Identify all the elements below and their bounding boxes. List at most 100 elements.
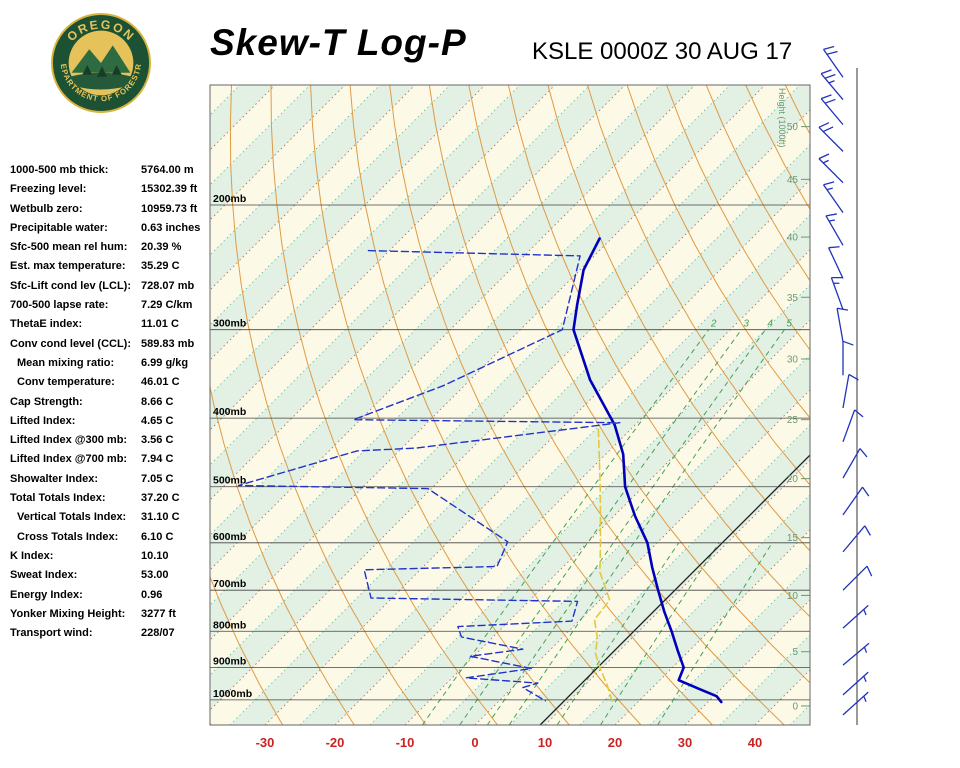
isotherm-line [0, 85, 205, 725]
station-id: KSLE 0000Z 30 AUG 17 [532, 38, 793, 65]
pressure-label: 900mb [213, 655, 246, 667]
index-value: 728.07 mb [141, 279, 195, 292]
index-value: 31.10 C [141, 511, 180, 524]
pressure-label: 800mb [213, 619, 246, 631]
mixing-ratio-label: 5 [786, 319, 792, 330]
index-row: Lifted Index: 4.65 C [10, 415, 210, 434]
dry-adiabat-line [507, 85, 810, 618]
index-label: Freezing level: [10, 183, 87, 196]
index-row: Wetbulb zero: 10959.73 ft [10, 203, 210, 222]
index-label: ThetaE index: [10, 318, 83, 331]
wind-barb-icon [842, 409, 864, 443]
index-row: Showalter Index: 7.05 C [10, 473, 210, 492]
height-tick-label: 45 [787, 175, 799, 186]
wind-barb-icon [842, 565, 873, 591]
dry-adiabat-line [428, 85, 785, 725]
wind-barb-icon [842, 642, 870, 666]
mixing-ratio-label: 2 [710, 319, 717, 330]
dry-adiabat-line [587, 85, 810, 486]
dry-adiabat-line [784, 85, 810, 135]
wind-barb-icon [820, 94, 844, 126]
index-row: Cross Totals Index: 6.10 C [10, 531, 210, 550]
dry-adiabat-line [270, 85, 498, 725]
index-row: Total Totals Index: 37.20 C [10, 492, 210, 511]
index-value: 6.99 g/kg [141, 356, 189, 369]
dry-adiabat-line [468, 85, 810, 684]
dewpoint-trace [237, 249, 621, 702]
pressure-label: 1000mb [213, 688, 252, 700]
index-value: 37.20 C [141, 492, 180, 505]
height-tick-label: 10 [787, 591, 799, 602]
index-value: 11.01 C [141, 318, 179, 331]
index-value: 3.56 C [141, 434, 174, 447]
temp-tick-label: 40 [748, 735, 762, 750]
dry-adiabat-line [389, 85, 713, 725]
index-row: Lifted Index @700 mb: 7.94 C [10, 453, 210, 472]
wind-barb-icon [842, 448, 868, 479]
logo-forest-icon [69, 72, 133, 90]
index-value: 6.10 C [141, 530, 174, 543]
isotherm-band [860, 85, 960, 725]
index-label: Lifted Index @300 mb: [10, 434, 128, 447]
sounding-traces [237, 237, 723, 706]
index-value: 0.96 [141, 588, 163, 601]
index-value: 7.05 C [141, 472, 174, 485]
mixing-ratio-label: 4 [767, 319, 773, 330]
wind-barb-icon [822, 181, 844, 213]
index-row: Yonker Mixing Height: 3277 ft [10, 608, 210, 627]
wind-barb-icon [842, 340, 854, 376]
dry-adiabat-line [626, 85, 810, 419]
index-value: 53.00 [141, 569, 169, 582]
temp-tick-label: -20 [326, 735, 345, 750]
index-value: 7.29 C/km [141, 299, 193, 312]
mixing-ratio-line [600, 542, 720, 725]
index-label: Conv temperature: [17, 376, 115, 389]
dry-adiabat-line [210, 384, 355, 725]
pressure-label: 700mb [213, 578, 246, 590]
index-label: Yonker Mixing Height: [10, 607, 126, 620]
index-value: 8.66 C [141, 395, 174, 408]
index-label: Sfc-Lift cond lev (LCL): [10, 279, 131, 292]
index-label: Cap Strength: [10, 395, 83, 408]
index-label: K Index: [10, 549, 54, 562]
index-row: Freezing level: 15302.39 ft [10, 183, 210, 202]
wind-barb-icon [830, 276, 844, 310]
temperature-trace [572, 237, 723, 704]
index-value: 35.29 C [141, 260, 180, 273]
index-row: Sweat Index: 53.00 [10, 569, 210, 588]
index-label: Wetbulb zero: [10, 202, 83, 215]
height-tick-label: 35 [787, 293, 799, 304]
mixing-ratio-line [421, 329, 710, 725]
height-axis-title: Height (1000ft) [777, 88, 787, 148]
index-label: Sfc-500 mean rel hum: [10, 241, 128, 254]
pressure-label: 400mb [213, 406, 246, 418]
wind-barb-icon [842, 604, 869, 629]
index-label: Vertical Totals Index: [17, 511, 127, 524]
wind-barb-icon [818, 122, 844, 152]
plot-frame [209, 84, 811, 726]
height-tick-label: 20 [787, 474, 799, 485]
dry-adiabat-line [229, 85, 427, 725]
height-tick-label: 50 [787, 122, 799, 133]
mixing-ratio-label: 3 [743, 319, 749, 330]
isotherm-line [210, 85, 241, 116]
index-label: Lifted Index: [10, 414, 76, 427]
dry-adiabat-line [210, 575, 284, 725]
index-row: Precipitable water: 0.63 inches [10, 222, 210, 241]
dry-adiabat-line [864, 85, 960, 725]
index-row: K Index: 10.10 [10, 550, 210, 569]
pressure-label: 500mb [213, 475, 246, 487]
index-row: Sfc-500 mean rel hum: 20.39 % [10, 241, 210, 260]
isotherm-band [210, 85, 810, 710]
index-label: Lifted Index @700 mb: [10, 453, 128, 466]
index-value: 10.10 [141, 549, 169, 562]
index-label: Cross Totals Index: [17, 530, 119, 543]
dry-adiabat-line [825, 85, 960, 725]
height-tick-label: 0 [792, 701, 798, 712]
index-row: Lifted Index @300 mb: 3.56 C [10, 434, 210, 453]
pressure-label: 600mb [213, 531, 246, 543]
index-row: Est. max temperature: 35.29 C [10, 260, 210, 279]
height-tick-label: 15 [787, 533, 799, 544]
index-label: Conv cond level (CCL): [10, 337, 132, 350]
index-label: Est. max temperature: [10, 260, 126, 273]
